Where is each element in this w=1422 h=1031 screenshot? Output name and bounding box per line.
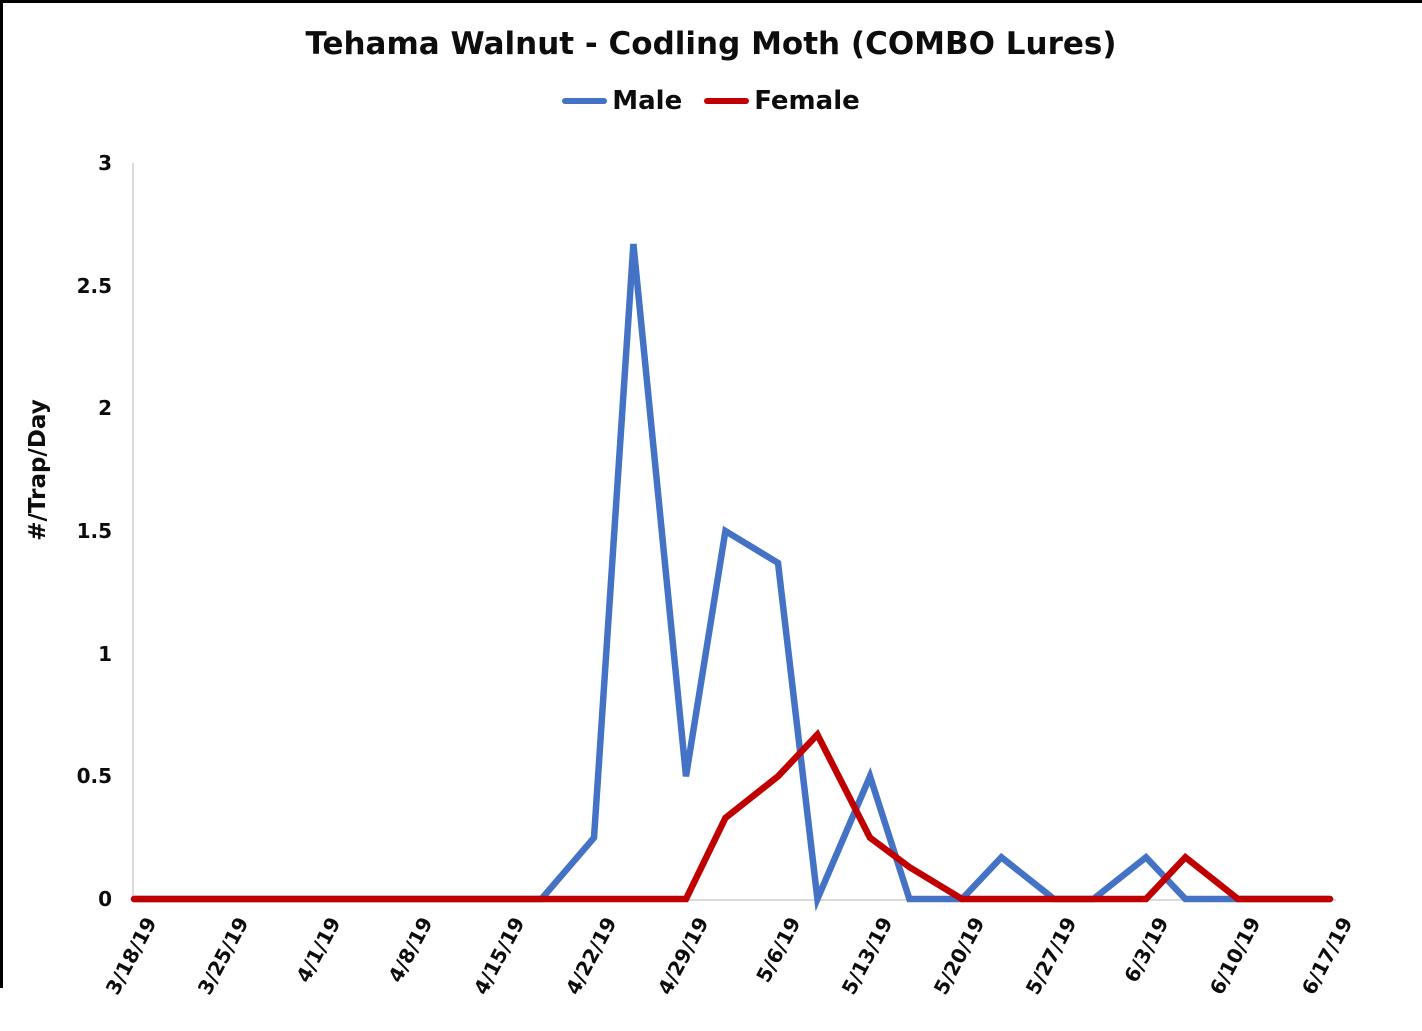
- y-tick-label: 2: [98, 396, 112, 421]
- male-line-swatch-icon: [562, 98, 608, 104]
- y-tick-label: 2.5: [76, 273, 112, 298]
- female-line-swatch-icon: [704, 98, 750, 104]
- legend: Male Female: [0, 86, 1422, 116]
- female-series-line: [130, 729, 1334, 903]
- y-tick-label: 0: [98, 887, 112, 911]
- chart-title: Tehama Walnut - Codling Moth (COMBO Lure…: [305, 26, 1117, 62]
- y-tick-label: 1.5: [76, 519, 112, 543]
- y-tick-label: 1: [98, 641, 112, 666]
- frame-top-border: [0, 0, 1422, 3]
- male-series-line: [130, 243, 1334, 912]
- legend-label-female: Female: [754, 86, 860, 116]
- legend-item-male: Male: [562, 86, 682, 116]
- frame-left-border: [0, 0, 3, 988]
- legend-item-female: Female: [704, 86, 860, 116]
- y-tick-label: 0.5: [76, 764, 112, 789]
- legend-label-male: Male: [612, 86, 683, 116]
- y-tick-label: 3: [98, 151, 112, 175]
